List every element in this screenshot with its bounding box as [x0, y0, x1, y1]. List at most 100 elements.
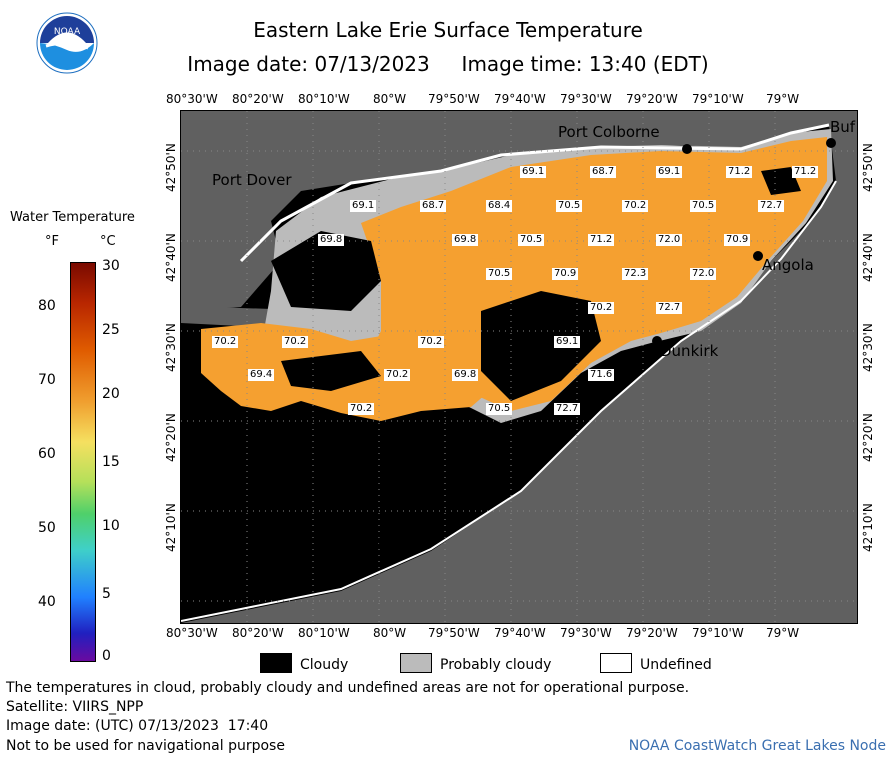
port-colborne-marker — [682, 144, 692, 154]
temp-label: 70.5 — [556, 200, 583, 212]
temp-label: 69.8 — [452, 234, 479, 246]
temp-label: 69.4 — [248, 369, 275, 381]
probably-cloudy-swatch — [400, 653, 432, 673]
lon-label: 79°30'W — [560, 626, 612, 640]
temp-label: 71.2 — [588, 234, 615, 246]
lon-label: 79°20'W — [626, 626, 678, 640]
lon-label: 80°10'W — [298, 626, 350, 640]
temp-label: 72.7 — [656, 302, 683, 314]
temp-label: 72.3 — [622, 268, 649, 280]
page-title: Eastern Lake Erie Surface Temperature — [253, 18, 643, 42]
buffalo-marker — [826, 138, 836, 148]
lat-label: 42°40'N — [861, 233, 875, 282]
probably-cloudy-label: Probably cloudy — [440, 657, 552, 673]
temp-label: 70.2 — [348, 403, 375, 415]
c-tick: 30 — [102, 258, 120, 274]
city-angola: Angola — [762, 256, 814, 274]
f-tick: 40 — [38, 594, 56, 610]
lat-label: 42°40'N — [164, 233, 178, 282]
temp-label: 70.9 — [552, 268, 579, 280]
c-tick: 25 — [102, 322, 120, 338]
legend-title: Water Temperature — [10, 210, 135, 225]
erie-marker — [354, 528, 364, 538]
lon-label: 80°W — [373, 92, 407, 106]
temperature-colorbar — [70, 262, 96, 662]
temp-label: 70.2 — [588, 302, 615, 314]
temp-label: 71.6 — [588, 369, 615, 381]
temp-label: 71.2 — [792, 166, 819, 178]
undefined-coast — [181, 180, 837, 622]
lon-label: 79°40'W — [494, 626, 546, 640]
temp-label: 70.2 — [212, 336, 239, 348]
temp-label: 71.2 — [726, 166, 753, 178]
temp-label: 70.5 — [486, 403, 513, 415]
f-tick: 60 — [38, 446, 56, 462]
city-port-dover: Port Dover — [212, 171, 292, 189]
lon-label: 79°50'W — [428, 92, 480, 106]
image-datetime: Image date: 07/13/2023 Image time: 13:40… — [187, 52, 709, 76]
lat-label: 42°30'N — [164, 323, 178, 372]
noaa-logo-text: NOAA — [54, 27, 81, 37]
temp-label: 68.4 — [486, 200, 513, 212]
c-tick: 0 — [102, 648, 111, 664]
lon-label: 79°10'W — [692, 626, 744, 640]
lat-label: 42°20'N — [861, 413, 875, 462]
undefined-swatch — [600, 653, 632, 673]
lon-label: 79°W — [766, 626, 800, 640]
temp-label: 72.7 — [758, 200, 785, 212]
lat-label: 42°30'N — [861, 323, 875, 372]
city-dunkirk: Dunkirk — [660, 342, 719, 360]
navigation-warning: Not to be used for navigational purpose — [6, 738, 285, 754]
temp-label: 69.8 — [318, 234, 345, 246]
undefined-coast — [239, 123, 830, 263]
temp-label: 70.5 — [518, 234, 545, 246]
city-erie: Erie — [362, 533, 392, 551]
c-tick: 15 — [102, 454, 120, 470]
f-tick: 80 — [38, 298, 56, 314]
temp-label: 72.0 — [656, 234, 683, 246]
lon-label: 80°20'W — [232, 92, 284, 106]
lon-label: 80°30'W — [166, 92, 218, 106]
cloudy-label: Cloudy — [300, 657, 349, 673]
lon-label: 79°30'W — [560, 92, 612, 106]
lat-label: 42°10'N — [164, 503, 178, 552]
temp-label: 68.7 — [590, 166, 617, 178]
dunkirk-marker — [652, 336, 662, 346]
cloud-patch — [761, 167, 801, 195]
c-tick: 10 — [102, 518, 120, 534]
temp-label: 69.1 — [520, 166, 547, 178]
lake-erie-map — [180, 110, 858, 624]
cloudy-swatch — [260, 653, 292, 673]
lat-label: 42°50'N — [164, 143, 178, 192]
temp-label: 70.5 — [486, 268, 513, 280]
temp-label: 70.2 — [622, 200, 649, 212]
unit-celsius: °C — [100, 234, 116, 249]
satellite-text: Satellite: VIIRS_NPP — [6, 699, 144, 715]
lon-label: 79°10'W — [692, 92, 744, 106]
temp-label: 69.1 — [350, 200, 377, 212]
temp-label: 72.0 — [690, 268, 717, 280]
lat-label: 42°50'N — [861, 143, 875, 192]
lon-label: 79°W — [766, 92, 800, 106]
lon-label: 80°10'W — [298, 92, 350, 106]
unit-fahrenheit: °F — [45, 234, 59, 249]
lon-label: 80°W — [373, 626, 407, 640]
f-tick: 70 — [38, 372, 56, 388]
angola-marker — [753, 251, 763, 261]
temp-label: 70.2 — [418, 336, 445, 348]
cloud-patch — [271, 231, 381, 311]
noaa-logo: NOAA — [36, 12, 98, 74]
lon-label: 79°20'W — [626, 92, 678, 106]
temp-label: 72.7 — [554, 403, 581, 415]
undefined-label: Undefined — [640, 657, 712, 673]
graticule — [181, 111, 857, 623]
lat-label: 42°20'N — [164, 413, 178, 462]
temp-label: 70.2 — [384, 369, 411, 381]
lon-label: 79°50'W — [428, 626, 480, 640]
lat-label: 42°10'N — [861, 503, 875, 552]
city-buffalo: Buf — [830, 118, 856, 136]
f-tick: 50 — [38, 520, 56, 536]
utc-date-text: Image date: (UTC) 07/13/2023 17:40 — [6, 718, 269, 734]
temp-label: 69.8 — [452, 369, 479, 381]
lon-label: 80°30'W — [166, 626, 218, 640]
